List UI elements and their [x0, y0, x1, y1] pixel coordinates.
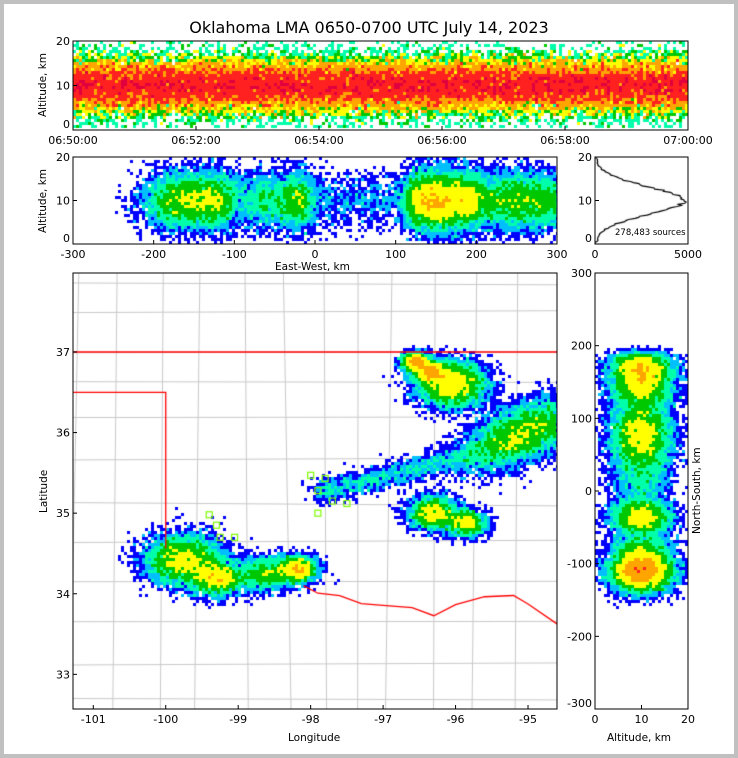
ns-xlabel: Altitude, km	[607, 732, 672, 744]
x-tick-label: 06:52:00	[171, 134, 220, 147]
x-tick-label: -100	[153, 713, 178, 726]
altitude-north-south-density	[595, 273, 688, 709]
y-tick-label: 200	[571, 340, 592, 353]
x-tick-label: -98	[302, 713, 320, 726]
x-tick-label: -97	[374, 713, 392, 726]
source-count-annotation: 278,483 sources	[615, 228, 686, 238]
y-tick-label: 20	[578, 151, 592, 164]
map-ylabel: Latitude	[38, 469, 50, 513]
mid-ylabel: Altitude, km	[37, 169, 49, 234]
y-tick-label: 0	[585, 485, 592, 498]
y-tick-label: 300	[571, 267, 592, 280]
y-tick-label: 0	[585, 232, 592, 245]
x-tick-label: 0	[312, 248, 319, 261]
axes-frame	[594, 272, 689, 710]
y-tick-label: 0	[63, 118, 70, 131]
y-tick-label: 35	[56, 507, 70, 520]
x-tick-label: 100	[385, 248, 406, 261]
x-tick-label: 20	[681, 713, 695, 726]
ns-ylabel: North-South, km	[691, 447, 703, 535]
x-tick-label: 200	[466, 248, 487, 261]
y-tick-label: 10	[578, 195, 592, 208]
x-tick-label: -95	[519, 713, 537, 726]
y-tick-label: 0	[63, 232, 70, 245]
y-tick-label: 36	[56, 427, 70, 440]
x-tick-label: -99	[229, 713, 247, 726]
x-tick-label: 10	[635, 713, 649, 726]
x-tick-label: 06:58:00	[540, 134, 589, 147]
y-tick-label: 37	[56, 346, 70, 359]
axes-frame	[72, 156, 558, 245]
y-tick-label: 20	[56, 35, 70, 48]
x-tick-label: 06:56:00	[417, 134, 466, 147]
x-tick-label: 06:50:00	[48, 134, 97, 147]
top-ylabel: Altitude, km	[37, 53, 49, 118]
x-tick-label: 0	[592, 248, 599, 261]
y-tick-label: -300	[567, 697, 592, 710]
x-tick-label: -300	[61, 248, 86, 261]
x-tick-label: -96	[447, 713, 465, 726]
y-tick-label: 34	[56, 588, 70, 601]
y-tick-label: 20	[56, 151, 70, 164]
mid-xlabel: East-West, km	[275, 261, 350, 273]
y-tick-label: -200	[567, 630, 592, 643]
map-xlabel: Longitude	[288, 732, 341, 744]
x-tick-label: -101	[81, 713, 106, 726]
figure-title: Oklahoma LMA 0650-0700 UTC July 14, 2023	[189, 18, 549, 37]
y-tick-label: 33	[56, 668, 70, 681]
y-tick-label: 100	[571, 412, 592, 425]
x-tick-label: 07:00:00	[663, 134, 712, 147]
x-tick-label: -200	[141, 248, 166, 261]
time-height-density	[73, 41, 688, 130]
x-tick-label: 300	[547, 248, 568, 261]
y-tick-label: 10	[56, 80, 70, 93]
x-tick-label: 0	[592, 713, 599, 726]
altitude-histogram-plot	[595, 157, 688, 244]
axes-frame	[72, 272, 558, 710]
east-west-altitude-density	[73, 157, 557, 244]
axes-frame	[72, 40, 689, 131]
plan-view-map	[73, 273, 557, 709]
y-tick-label: -100	[567, 558, 592, 571]
x-tick-label: -100	[222, 248, 247, 261]
y-tick-label: 10	[56, 195, 70, 208]
x-tick-label: 06:54:00	[294, 134, 343, 147]
x-tick-label: 5000	[674, 248, 702, 261]
